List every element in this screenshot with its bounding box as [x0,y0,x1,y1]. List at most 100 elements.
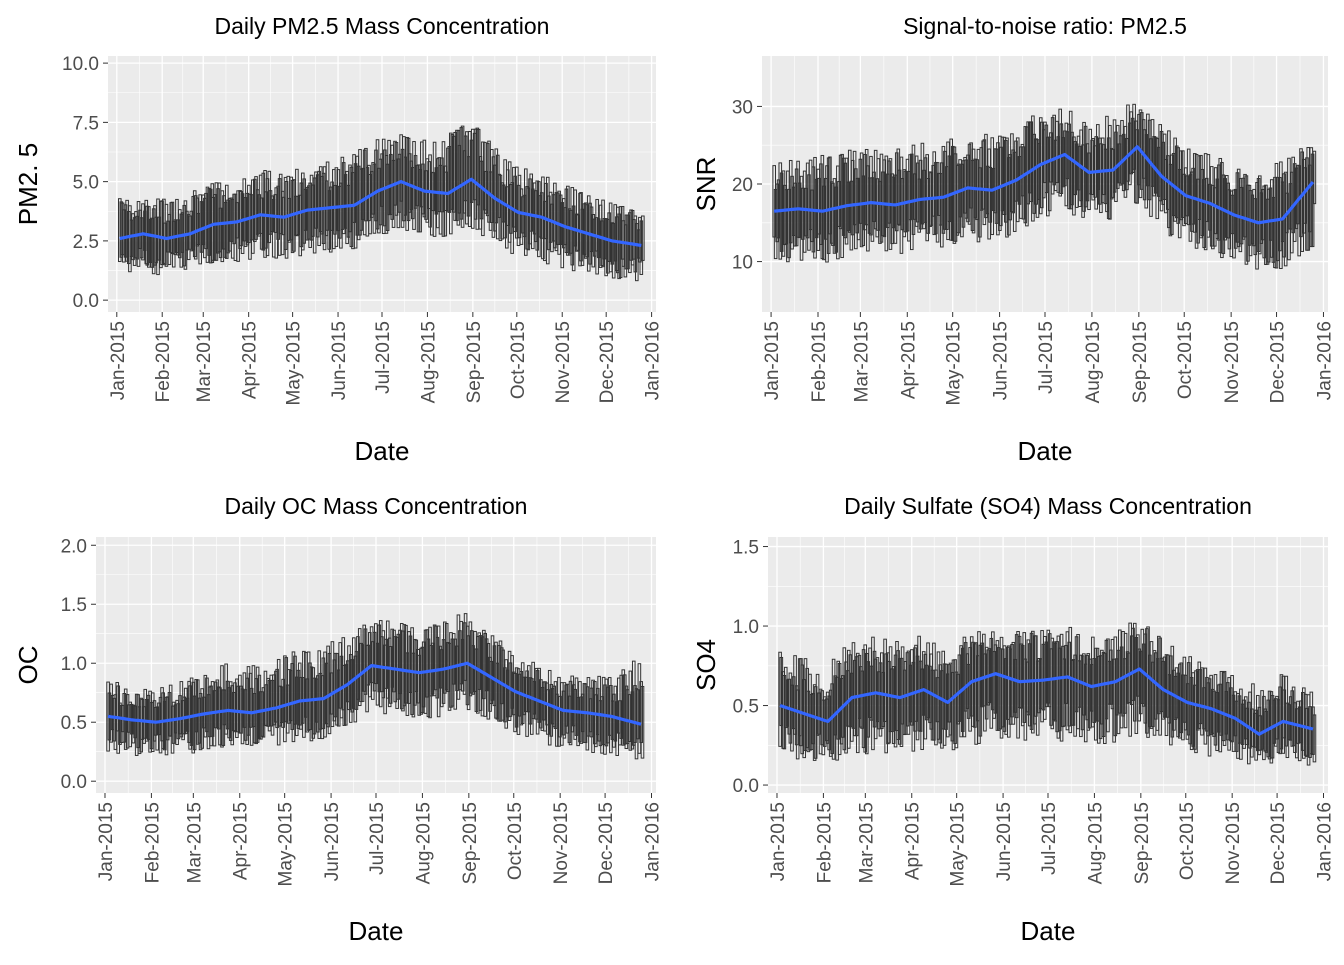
daily-box [1137,648,1142,722]
y-axis-label: SNR [691,157,721,212]
daily-box [1011,641,1016,725]
daily-box [946,141,950,241]
x-tick-label: May-2015 [284,321,305,406]
daily-box [490,635,495,701]
daily-box [1206,154,1211,238]
y-tick-label: 2.5 [73,232,99,253]
daily-box [471,645,475,695]
x-tick-label: Apr-2015 [903,802,924,880]
daily-box [403,156,408,216]
daily-box [274,187,279,259]
x-tick-label: Jun-2015 [329,321,350,400]
x-tick-label: Aug-2015 [1083,321,1104,403]
daily-box [1061,645,1065,728]
daily-box [1146,626,1150,738]
daily-box [341,162,346,235]
daily-box [1221,174,1226,254]
x-tick-label: Jun-2015 [991,321,1012,400]
daily-box [141,203,145,261]
x-tick-label: Nov-2015 [1222,321,1243,403]
daily-box [783,666,788,729]
daily-box [1274,162,1279,269]
daily-box [1117,629,1122,714]
chart-panel-1: 0.0 2.5 5.0 7.5 10.0 Jan-2015 Feb-2015 Mar-2015… [13,13,664,466]
daily-box [977,631,981,744]
daily-box [128,205,132,273]
daily-box [1086,653,1091,731]
trend-line [107,661,642,726]
daily-box [1215,692,1219,752]
daily-box [640,685,645,759]
x-tick-label: Oct-2015 [1175,321,1196,399]
chart-title: Daily Sulfate (SO4) Mass Concentration [844,493,1252,519]
x-tick-label: Nov-2015 [1223,802,1244,884]
daily-box [880,652,884,730]
y-tick-label: 30 [732,97,753,118]
chart-panel-3: 0.0 0.5 1.0 1.5 2.0 Jan-2015 Feb-2015 Mar-2015 A… [13,493,664,946]
x-tick-label: Jul-2015 [1036,321,1057,394]
daily-box [1042,635,1047,720]
x-tick-label: Jul-2015 [1039,802,1060,875]
chart-title: Daily PM2.5 Mass Concentration [215,13,550,39]
y-tick-label: 10.0 [62,54,99,75]
daily-box [958,159,962,218]
daily-box [268,190,273,235]
y-tick-label: 1.0 [61,654,87,675]
x-tick-label: Mar-2015 [856,802,877,883]
daily-box [844,157,849,245]
daily-box [249,687,254,746]
x-tick-label: Jan-2015 [96,802,117,881]
daily-box [1251,683,1255,747]
x-tick-label: Aug-2015 [418,321,439,403]
daily-box [1200,667,1204,736]
daily-box [859,152,864,248]
x-tick-label: Mar-2015 [851,321,872,402]
x-tick-label: Sep-2015 [1132,802,1153,884]
y-tick-label: 10 [732,253,753,274]
daily-box [1050,637,1055,730]
daily-box [240,688,245,745]
daily-box [1219,670,1224,736]
x-tick-label: Sep-2015 [464,321,485,403]
daily-box [498,174,503,242]
daily-box [790,175,794,250]
daily-box [778,651,782,747]
daily-box [1248,190,1253,257]
x-tick-label: Dec-2015 [1268,321,1289,403]
x-tick-label: Sep-2015 [460,802,481,884]
daily-box [865,652,869,755]
daily-box [203,674,208,738]
daily-box [1312,714,1317,763]
x-axis-label: Date [1021,916,1076,946]
daily-box [311,667,316,739]
daily-box [1257,175,1262,255]
daily-box [1056,635,1061,739]
x-tick-label: Sep-2015 [1130,321,1151,403]
daily-box [604,678,609,747]
y-tick-label: 20 [732,175,753,196]
daily-box [287,197,292,243]
daily-box [1227,189,1232,250]
daily-box [795,689,800,760]
daily-box [943,150,947,230]
y-tick-label: 1.5 [61,595,87,616]
daily-box [971,641,975,727]
x-tick-label: Jan-2016 [643,321,664,400]
daily-box [932,151,937,236]
daily-box [1007,645,1011,738]
y-axis-label: SO4 [691,639,721,691]
daily-box [993,644,998,714]
daily-box [971,148,976,234]
daily-boxes [778,622,1317,766]
daily-box [295,168,299,237]
x-tick-label: Nov-2015 [553,321,574,403]
daily-box [619,674,624,739]
y-axis-label: PM2. 5 [13,143,43,225]
daily-box [312,677,317,735]
daily-box [866,661,871,738]
daily-box [1170,645,1175,738]
x-axis-label: Date [355,436,410,466]
daily-box [850,159,855,236]
